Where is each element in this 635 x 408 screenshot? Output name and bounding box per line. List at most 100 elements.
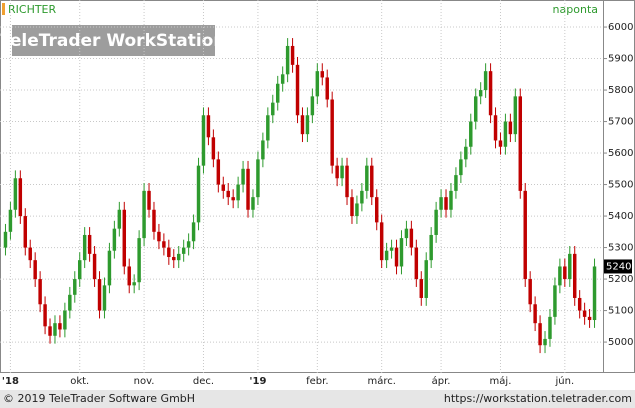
candle-body [147, 190, 151, 210]
candle-body [167, 247, 171, 258]
x-tick-label: ápr. [432, 375, 451, 387]
interval-label: naponta [553, 3, 598, 16]
candle-body [152, 209, 156, 232]
candle-body [300, 115, 305, 135]
candle-body [553, 285, 557, 317]
candle-body [454, 175, 458, 191]
x-tick-label: okt. [70, 376, 89, 387]
candle-body [102, 285, 107, 311]
candle-body [82, 234, 87, 261]
candle-body [498, 140, 503, 147]
candle-body [533, 304, 537, 324]
candle-body [112, 228, 117, 251]
candle-body [231, 197, 235, 201]
candle-body [280, 74, 285, 84]
candle-body [419, 279, 424, 298]
candle-body [117, 209, 122, 229]
footer-bar [0, 390, 635, 408]
y-tick-label: 5800 [608, 85, 633, 96]
candle-body [478, 90, 483, 97]
candle-body [191, 222, 196, 242]
candle-body [444, 197, 448, 210]
candle-body [73, 279, 77, 295]
candle-body [345, 165, 349, 198]
candle-body [92, 253, 97, 280]
candle-body [186, 241, 191, 248]
candle-body [3, 231, 8, 248]
candle-body [459, 159, 463, 176]
candle-body [473, 96, 478, 122]
candle-body [404, 228, 409, 239]
candle-body [290, 45, 295, 65]
candle-body [28, 247, 32, 261]
x-tick-label: jún. [555, 375, 575, 387]
candle-body [340, 165, 344, 179]
candle-body [508, 121, 513, 135]
candle-body [449, 190, 453, 210]
x-tick-label: '19 [249, 376, 266, 387]
candle-body [582, 310, 587, 317]
candle-body [335, 165, 339, 179]
candle-body [216, 159, 221, 185]
y-tick-label: 5000 [608, 337, 633, 348]
candle-body [587, 316, 592, 321]
candle-body [429, 234, 433, 261]
x-tick-label: dec. [193, 376, 214, 387]
candle-body [271, 102, 275, 116]
candle-body [315, 71, 320, 97]
candle-body [464, 146, 468, 160]
candle-body [226, 190, 230, 198]
y-tick-label: 5300 [608, 243, 633, 254]
candle-body [58, 323, 62, 330]
y-tick-label: 5900 [608, 54, 633, 65]
candle-body [320, 71, 325, 78]
y-tick-label: 5600 [608, 148, 633, 159]
candle-body [206, 115, 211, 138]
candle-body [389, 247, 394, 251]
candle-body [157, 231, 161, 242]
candle-body [196, 165, 201, 223]
candle-body [38, 279, 42, 305]
candle-body [528, 279, 532, 305]
candle-body [523, 190, 527, 280]
x-tick-label: febr. [306, 376, 328, 387]
candle-body [68, 294, 72, 311]
candle-body [18, 178, 23, 217]
candle-body [211, 137, 216, 160]
candle-body [162, 241, 166, 248]
candle-body [13, 178, 18, 210]
candle-body [53, 323, 57, 336]
candle-body [394, 247, 399, 267]
candle-body [518, 96, 523, 191]
candle-body [558, 266, 562, 286]
candle-body [493, 115, 498, 141]
candle-body [256, 159, 260, 198]
candle-body [97, 279, 102, 311]
candle-body [142, 190, 146, 239]
candle-body [107, 250, 112, 286]
x-tick-label: '18 [2, 376, 19, 387]
candle-body [399, 238, 404, 267]
x-tick-label: márc. [367, 375, 395, 387]
candle-body [370, 165, 374, 198]
candle-body [384, 250, 389, 261]
candle-body [8, 209, 13, 232]
footer-copyright: © 2019 TeleTrader Software GmbH [3, 392, 195, 405]
candle-body [325, 77, 329, 100]
candle-body [137, 238, 141, 283]
candle-body [201, 115, 206, 166]
y-tick-label: 5100 [608, 306, 633, 317]
candle-body [77, 260, 82, 280]
candle-body [374, 197, 379, 223]
candle-body [33, 260, 37, 280]
candle-body [434, 209, 438, 235]
candle-body [409, 228, 414, 248]
candle-body [251, 197, 255, 210]
candle-body [488, 71, 493, 116]
candle-body [127, 266, 131, 286]
footer-url: https://workstation.teletrader.com [444, 392, 632, 405]
candle-body [295, 64, 300, 116]
candle-body [122, 209, 127, 267]
candle-body [261, 140, 265, 160]
candle-body [172, 257, 176, 261]
